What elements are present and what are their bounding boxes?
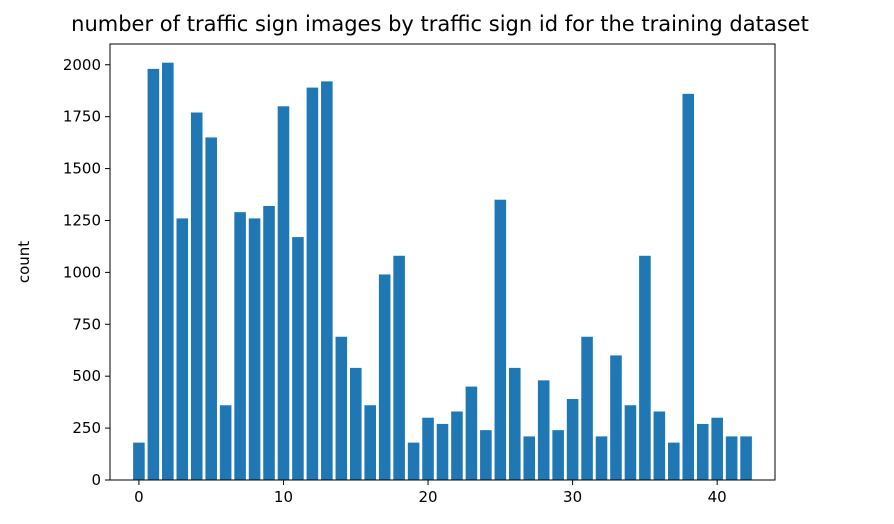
bar-34	[624, 405, 637, 480]
y-axis-label: count	[15, 241, 33, 283]
bar-8	[248, 218, 261, 480]
x-tick-label: 10	[274, 488, 293, 506]
bar-20	[422, 417, 434, 480]
bar-0	[133, 442, 145, 480]
bar-26	[509, 367, 521, 480]
bar-3	[176, 218, 189, 480]
bar-31	[581, 336, 593, 480]
y-tick-label: 2000	[63, 56, 101, 74]
y-tick-label: 1750	[63, 108, 101, 126]
bar-5	[205, 137, 217, 480]
bar-40	[711, 417, 723, 480]
y-tick-label: 1000	[63, 263, 101, 281]
bar-30	[566, 399, 579, 480]
bars-group	[133, 62, 752, 481]
y-tick-label: 500	[72, 367, 101, 385]
bar-12	[306, 87, 319, 480]
bar-4	[190, 112, 203, 480]
bar-7	[234, 212, 246, 480]
x-tick-label: 30	[563, 488, 582, 506]
bar-33	[610, 355, 622, 480]
bar-13	[321, 81, 333, 480]
bar-17	[378, 274, 391, 480]
bar-42	[740, 436, 752, 480]
bar-15	[349, 367, 362, 480]
bar-25	[494, 199, 507, 480]
bar-37	[668, 442, 680, 480]
bar-19	[407, 442, 420, 480]
bar-24	[480, 430, 492, 480]
y-tick-label: 0	[91, 471, 101, 489]
x-tick-label: 20	[418, 488, 437, 506]
bar-29	[552, 430, 564, 480]
x-tick-label: 40	[708, 488, 727, 506]
y-tick-label: 750	[72, 315, 101, 333]
chart-title: number of traffic sign images by traffic…	[71, 12, 809, 36]
bar-10	[277, 106, 290, 481]
bar-14	[335, 336, 348, 480]
y-tick-label: 1250	[63, 211, 101, 229]
bar-36	[653, 411, 666, 480]
bar-41	[725, 436, 738, 480]
bar-18	[393, 255, 405, 480]
bar-23	[465, 386, 478, 480]
bar-28	[537, 380, 550, 480]
bar-32	[595, 436, 608, 480]
bar-6	[219, 405, 232, 480]
bar-11	[292, 237, 304, 480]
y-tick-label: 1500	[63, 160, 101, 178]
bar-9	[263, 205, 275, 480]
bar-21	[436, 423, 449, 480]
bar-27	[523, 436, 536, 480]
bar-38	[682, 93, 695, 480]
x-tick-label: 0	[134, 488, 144, 506]
bar-2	[162, 62, 174, 480]
y-tick-label: 250	[72, 419, 101, 437]
bar-1	[147, 68, 160, 481]
bar-16	[364, 405, 376, 480]
x-axis: 0 10 20 30 40	[134, 480, 727, 506]
plot-frame	[109, 43, 776, 481]
bar-39	[696, 423, 709, 480]
bar-22	[451, 411, 463, 480]
bar-35	[639, 255, 651, 480]
y-axis: 0 250 500 750 1000 1250 1500 1750 2000	[63, 56, 110, 489]
